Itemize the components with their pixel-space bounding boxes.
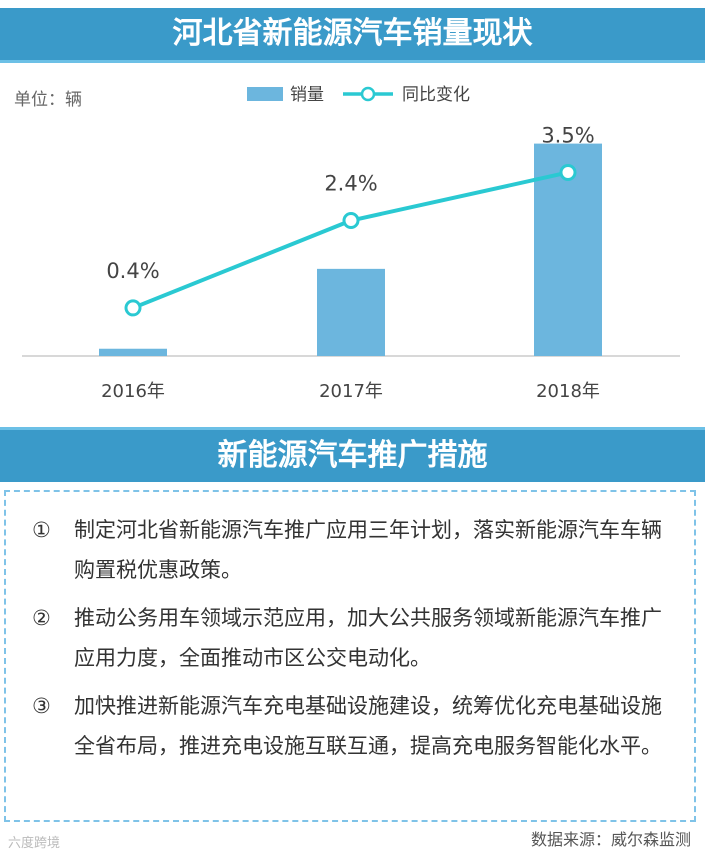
sales-bar: [99, 348, 167, 356]
legend-line-label: 同比变化: [402, 85, 470, 105]
legend-bar-label: 销量: [290, 85, 324, 105]
measures-banner: 新能源汽车推广措施: [0, 427, 705, 482]
x-tick-label: 2018年: [536, 381, 600, 402]
yoy-data-label: 2.4%: [324, 172, 377, 196]
x-tick-labels: 2016年 2017年 2018年: [101, 381, 600, 402]
yoy-point: [124, 299, 142, 317]
measure-item-1: ① 制定河北省新能源汽车推广应用三年计划，落实新能源汽车车辆购置税优惠政策。: [32, 510, 682, 590]
measure-number: ③: [32, 694, 51, 718]
legend: 销量 同比变化: [247, 85, 470, 105]
yoy-data-label: 0.4%: [106, 259, 159, 283]
sales-bar: [317, 268, 385, 356]
measures-box: ① 制定河北省新能源汽车推广应用三年计划，落实新能源汽车车辆购置税优惠政策。 ②…: [4, 490, 696, 822]
yoy-data-label: 3.5%: [541, 123, 594, 147]
x-tick-label: 2016年: [101, 381, 165, 402]
measure-text: 加快推进新能源汽车充电基础设施建设，统筹优化充电基础设施全省布局，推进充电设施互…: [74, 694, 662, 758]
measure-text: 制定河北省新能源汽车推广应用三年计划，落实新能源汽车车辆购置税优惠政策。: [74, 518, 662, 582]
legend-bar-swatch: [247, 87, 283, 101]
yoy-point: [342, 212, 360, 230]
chart-title: 河北省新能源汽车销量现状: [172, 16, 533, 51]
title-banner-edge: [0, 60, 705, 63]
data-source: 数据来源：威尔森监测: [530, 830, 691, 849]
legend-line-marker: [360, 86, 376, 102]
measure-text: 推动公务用车领域示范应用，加大公共服务领域新能源汽车推广应用力度，全面推动市区公…: [74, 606, 662, 670]
measure-item-3: ③ 加快推进新能源汽车充电基础设施建设，统筹优化充电基础设施全省布局，推进充电设…: [32, 686, 682, 766]
chart-title-banner: 河北省新能源汽车销量现状: [0, 8, 705, 63]
sales-chart: 单位：辆 销量 同比变化 0.4% 2.4% 3.5% 2016年 2017年 2018…: [14, 85, 680, 402]
unit-label: 单位：辆: [14, 90, 82, 110]
measure-item-2: ② 推动公务用车领域示范应用，加大公共服务领域新能源汽车推广应用力度，全面推动市…: [32, 598, 682, 678]
yoy-point: [559, 163, 577, 181]
measure-number: ②: [32, 606, 51, 630]
measure-number: ①: [32, 518, 51, 542]
x-tick-label: 2017年: [319, 381, 383, 402]
watermark: 六度跨境: [8, 836, 61, 851]
yoy-line-group: 0.4% 2.4% 3.5%: [106, 123, 595, 317]
measures-banner-edge: [0, 427, 705, 430]
measures-title: 新能源汽车推广措施: [217, 438, 488, 473]
